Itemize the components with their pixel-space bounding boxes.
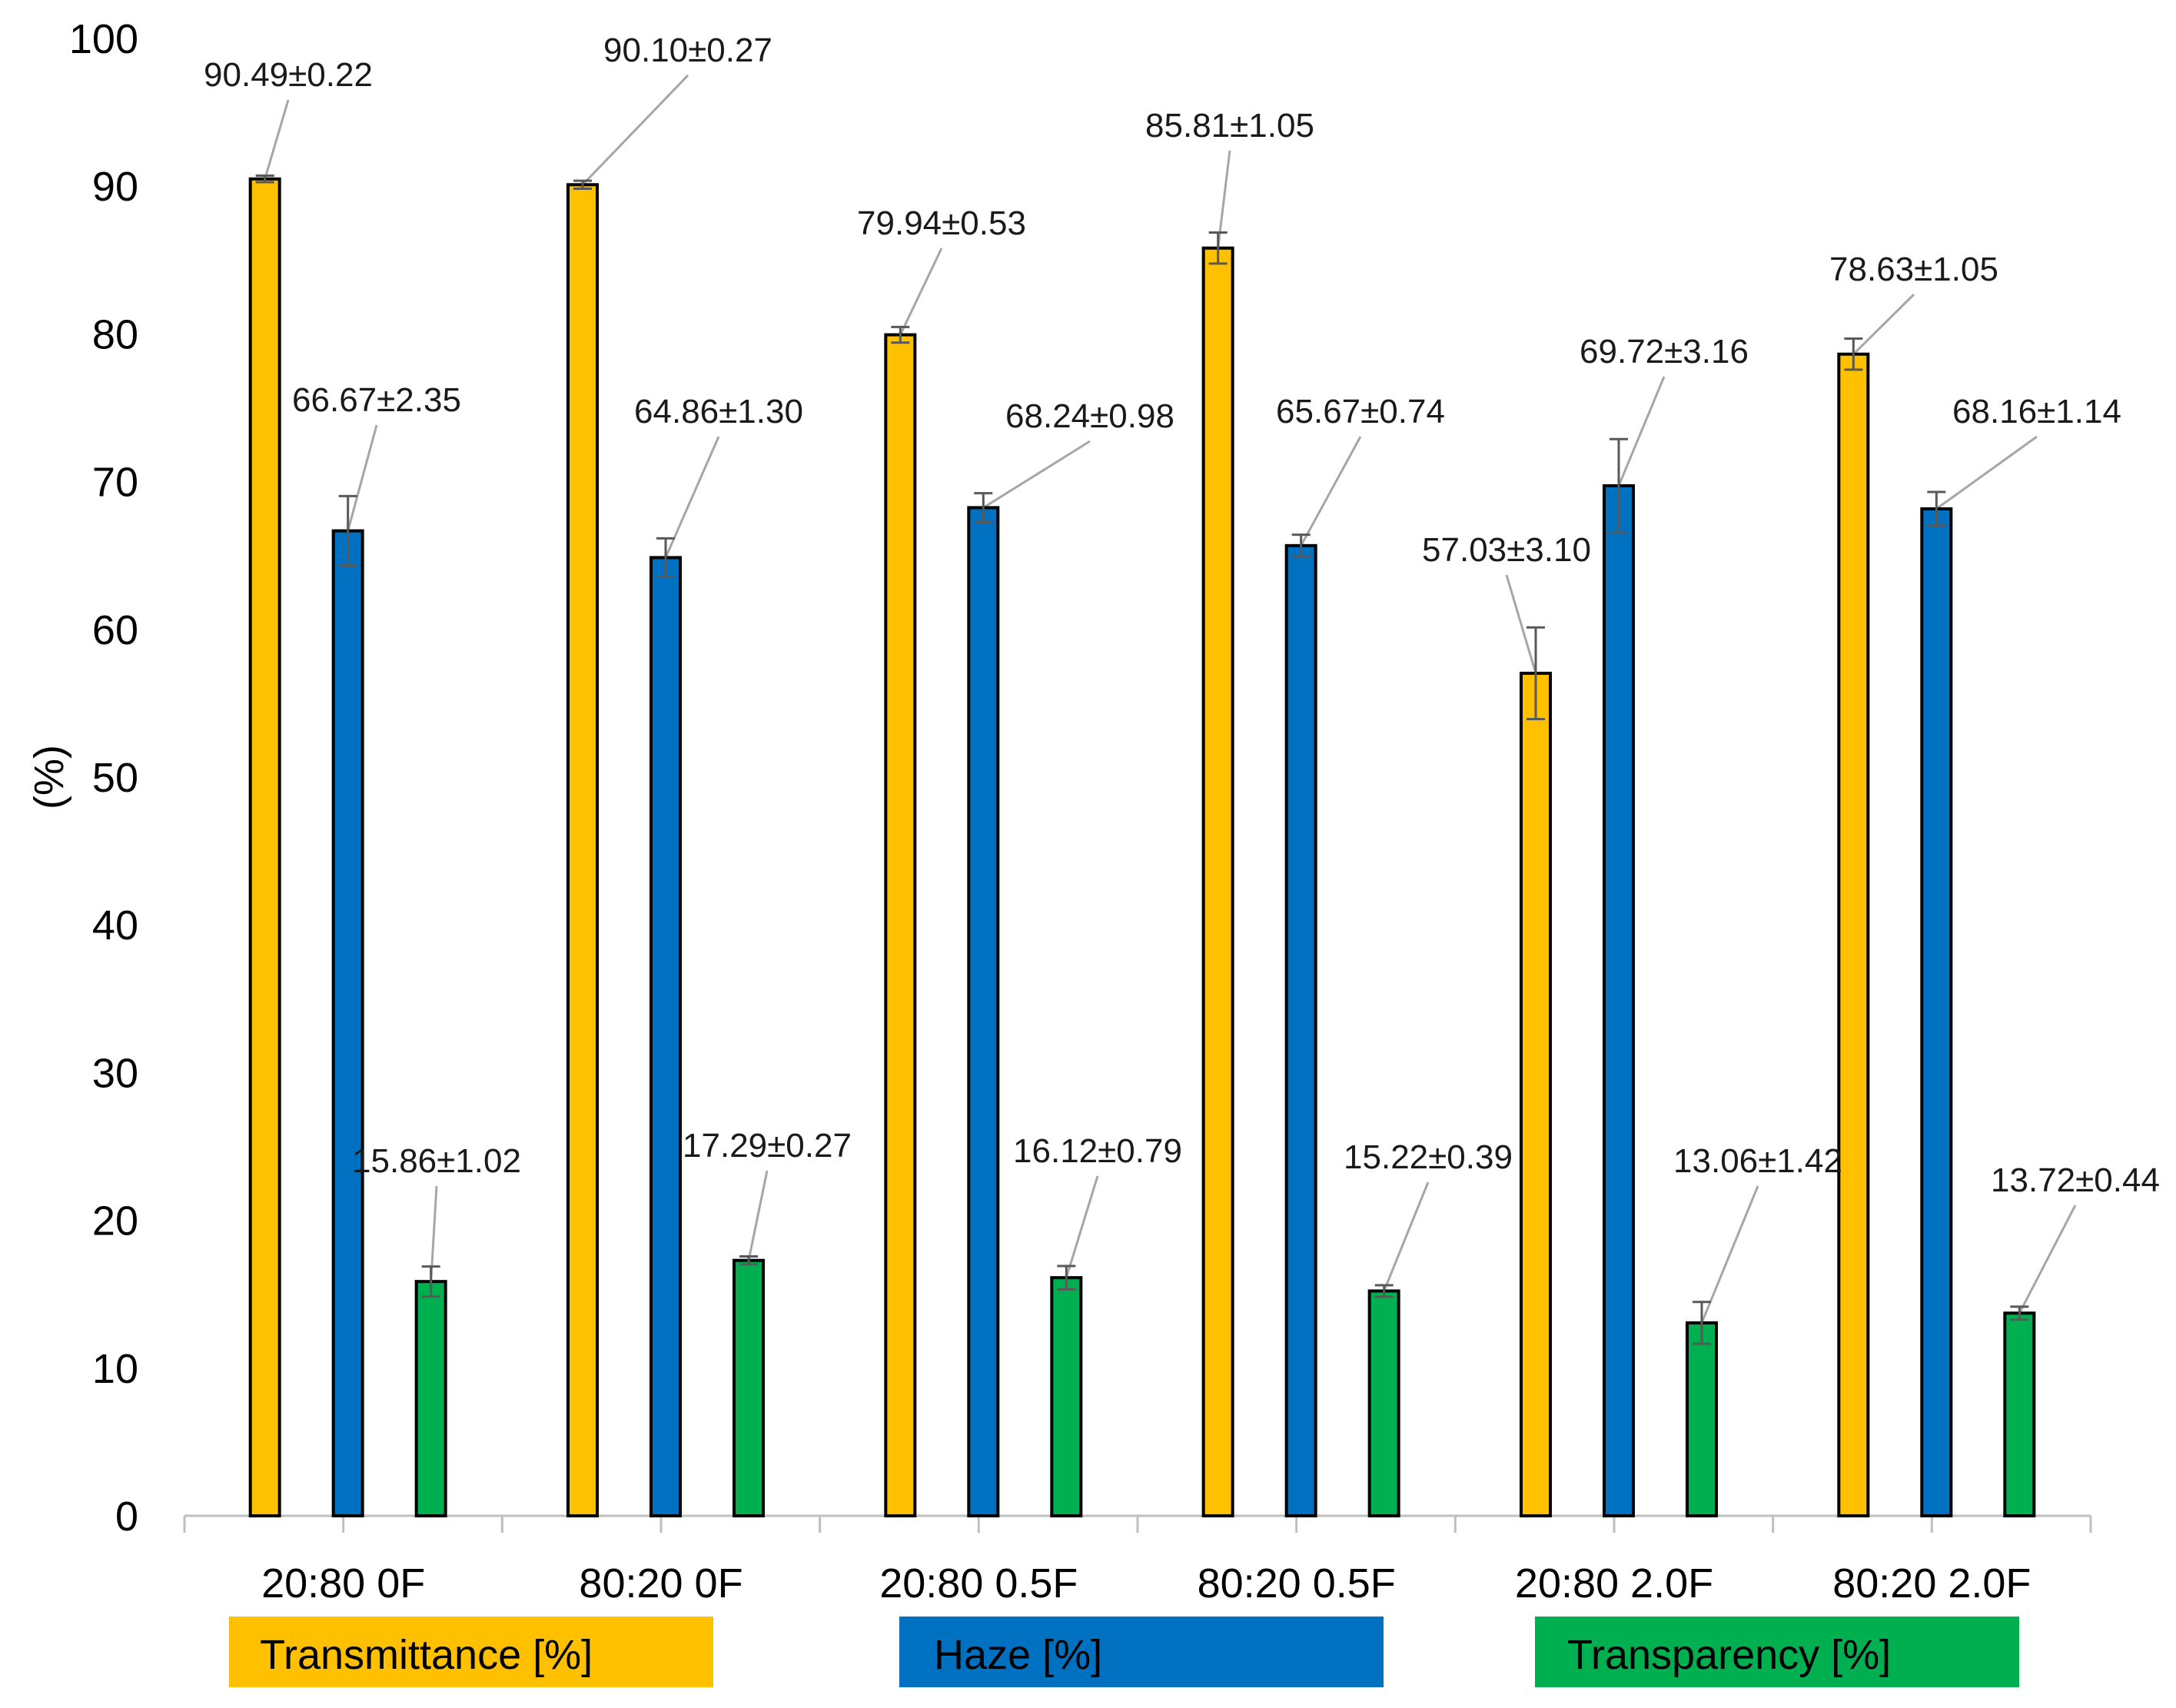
data-label-leader xyxy=(982,440,1091,509)
data-label-leader xyxy=(1617,376,1666,487)
data-label: 13.72±0.44 xyxy=(1991,1161,2160,1199)
bar-2-0 xyxy=(414,1280,447,1517)
data-label-leader xyxy=(1935,435,2038,510)
data-label: 13.06±1.42 xyxy=(1673,1142,1842,1180)
bar-2-2 xyxy=(1050,1276,1083,1517)
y-tick-label: 0 xyxy=(115,1494,138,1540)
data-label: 69.72±3.16 xyxy=(1580,333,1749,371)
y-tick-label: 50 xyxy=(92,755,138,801)
bar-1-2 xyxy=(967,506,1000,1517)
y-axis: 0 10 20 30 40 50 60 70 80 90 100 (%) xyxy=(26,16,138,1540)
y-tick-label: 100 xyxy=(69,16,138,62)
y-tick-label: 70 xyxy=(92,460,138,506)
data-label: 85.81±1.05 xyxy=(1145,107,1314,145)
data-label: 68.16±1.14 xyxy=(1952,393,2121,430)
y-tick-label: 60 xyxy=(92,607,138,653)
bar-0-2 xyxy=(884,333,917,1517)
bar-1-3 xyxy=(1284,543,1317,1517)
bar-0-1 xyxy=(566,183,599,1518)
bar-1-0 xyxy=(331,529,364,1518)
data-label: 78.63±1.05 xyxy=(1829,251,1998,288)
data-label: 65.67±0.74 xyxy=(1276,393,1445,430)
data-label-leader xyxy=(1852,293,1915,355)
bar-2-4 xyxy=(1686,1321,1718,1518)
y-tick-label: 10 xyxy=(92,1346,138,1392)
legend-swatch-2 xyxy=(1535,1617,2019,1687)
data-label-leader xyxy=(2018,1205,2077,1314)
y-tick-label: 80 xyxy=(92,311,138,357)
x-tick-label: 80:20 0.5F xyxy=(1198,1560,1396,1607)
data-label: 68.24±0.98 xyxy=(1005,397,1174,435)
y-tick-label: 30 xyxy=(92,1050,138,1096)
x-tick-label: 80:20 2.0F xyxy=(1832,1560,2031,1607)
data-label-leader xyxy=(347,424,378,531)
legend-label: Transparency [%] xyxy=(1567,1632,1891,1678)
y-axis-title: (%) xyxy=(26,745,72,809)
data-label-leader xyxy=(1700,1185,1759,1324)
y-tick-label: 40 xyxy=(92,902,138,949)
data-label: 90.10±0.27 xyxy=(603,32,772,69)
bar-2-3 xyxy=(1367,1289,1400,1517)
bar-0-3 xyxy=(1201,246,1234,1517)
data-label-leader xyxy=(1300,436,1362,547)
data-label: 17.29±0.27 xyxy=(683,1127,852,1165)
legend-swatch-1 xyxy=(899,1617,1384,1687)
y-tick-label: 20 xyxy=(92,1198,138,1244)
bar-1-1 xyxy=(649,556,682,1518)
bar-0-5 xyxy=(1837,352,1870,1517)
data-label-leader xyxy=(264,99,290,180)
x-tick-label: 20:80 0F xyxy=(261,1560,425,1607)
legend-label: Transmittance [%] xyxy=(260,1632,593,1678)
data-label-leader xyxy=(747,1170,769,1261)
bar-1-4 xyxy=(1603,483,1635,1518)
y-tick-label: 90 xyxy=(92,164,138,210)
x-tick-label: 20:80 2.0F xyxy=(1515,1560,1713,1607)
data-label-leader xyxy=(1065,1175,1099,1278)
bar-2-1 xyxy=(733,1258,765,1517)
x-tick-label: 80:20 0F xyxy=(579,1560,742,1607)
legend-swatch-0 xyxy=(229,1617,713,1687)
data-label-leader xyxy=(899,248,943,336)
data-label: 64.86±1.30 xyxy=(634,393,803,430)
data-label-leader xyxy=(581,74,689,186)
data-label: 90.49±0.22 xyxy=(204,56,373,94)
data-label: 16.12±0.79 xyxy=(1013,1132,1182,1170)
bars xyxy=(248,177,2036,1518)
legend: Transmittance [%] Haze [%] Transparency [%… xyxy=(229,1617,2019,1687)
data-labels: 90.49±0.22 90.10±0.27 79.94±0.53 85.81±1.05… xyxy=(204,32,2160,1199)
x-tick-label: 20:80 0.5F xyxy=(879,1560,1078,1607)
data-label: 15.86±1.02 xyxy=(352,1142,521,1180)
bar-1-5 xyxy=(1920,507,1953,1517)
data-label: 79.94±0.53 xyxy=(857,204,1026,242)
error-bars xyxy=(255,174,2029,1345)
legend-label: Haze [%] xyxy=(934,1632,1102,1678)
bar-0-4 xyxy=(1520,671,1552,1517)
x-axis: 20:80 0F 80:20 0F 20:80 0.5F 80:20 0.5F 20:8… xyxy=(183,1514,2092,1607)
data-label-leader xyxy=(1383,1181,1430,1292)
data-label: 57.03±3.10 xyxy=(1422,531,1591,569)
bar-2-5 xyxy=(2003,1311,2036,1518)
data-label-leader xyxy=(1505,574,1537,674)
data-label: 15.22±0.39 xyxy=(1344,1138,1513,1176)
bar-0-0 xyxy=(248,177,281,1517)
data-label: 66.67±2.35 xyxy=(292,381,461,419)
